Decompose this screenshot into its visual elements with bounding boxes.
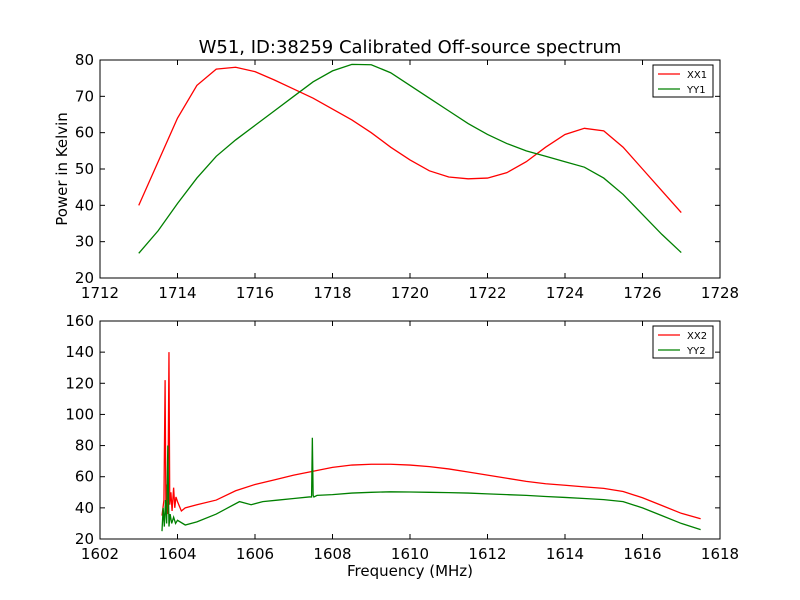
chart1-y-tick-label: 80 [75,437,94,455]
chart0-x-tick-label: 1726 [623,284,661,302]
chart1-x-tick-label: 1616 [623,545,661,563]
chart0-x-tick-label: 1720 [391,284,429,302]
chart1-y-tick-label: 60 [75,468,94,486]
chart1-x-tick-label: 1608 [313,545,351,563]
chart1-y-tick-label: 20 [75,530,94,548]
chart1-legend-label-xx2: XX2 [687,331,707,342]
chart0-x-tick-label: 1722 [468,284,506,302]
chart0-y-tick-label: 80 [75,51,94,69]
chart0-x-tick-label: 1718 [313,284,351,302]
chart0-y-tick-label: 20 [75,269,94,287]
chart0-y-tick-label: 30 [75,233,94,251]
bottom-plot-area: 1602 1604 1606 1608 1610 1612 1614 1616 1618 20 40… [65,312,739,580]
top-plot-area: 1712 1714 1716 1718 1720 1722 1724 1726 1728 20 30… [53,51,739,302]
chart1-x-axis-label: Frequency (MHz) [347,562,473,580]
chart0-series-yy1-line [138,63,682,254]
chart0-x-tick-label: 1712 [81,284,119,302]
chart1-y-tick-label: 140 [65,343,94,361]
chart0-y-axis-label: Power in Kelvin [53,112,71,226]
chart0-y-tick-label: 60 [75,124,94,142]
chart0-x-tick-label: 1724 [546,284,584,302]
chart1-x-tick-label: 1610 [391,545,429,563]
chart1-x-tick-label: 1606 [236,545,274,563]
chart1-legend-label-yy2: YY2 [686,346,706,357]
chart0-y-tick-label: 70 [75,87,94,105]
chart1-x-tick-label: 1602 [81,545,119,563]
chart1-series-yy2-line [161,437,701,532]
chart1-y-tick-label: 160 [65,312,94,330]
chart0-y-tick-label: 50 [75,160,94,178]
chart1-y-tick-label: 40 [75,499,94,517]
chart0-x-tick-label: 1728 [701,284,739,302]
chart1-x-tick-label: 1604 [158,545,196,563]
chart0-x-tick-label: 1716 [236,284,274,302]
chart0-legend-label-yy1: YY1 [686,85,706,96]
chart0-legend-label-xx1: XX1 [687,70,707,81]
chart1-x-tick-label: 1618 [701,545,739,563]
chart1-x-tick-label: 1612 [468,545,506,563]
chart1-y-tick-label: 120 [65,374,94,392]
chart0-legend-box [652,64,714,98]
chart1-x-tick-label: 1614 [546,545,584,563]
chart0-series-xx1-line [138,66,682,214]
chart1-legend-box [652,325,714,359]
chart1-series-xx2-line [161,352,701,520]
chart0-y-tick-label: 40 [75,196,94,214]
chart-title: W51, ID:38259 Calibrated Off-source spec… [199,37,622,58]
chart1-y-tick-label: 100 [65,405,94,423]
chart0-x-tick-label: 1714 [158,284,196,302]
